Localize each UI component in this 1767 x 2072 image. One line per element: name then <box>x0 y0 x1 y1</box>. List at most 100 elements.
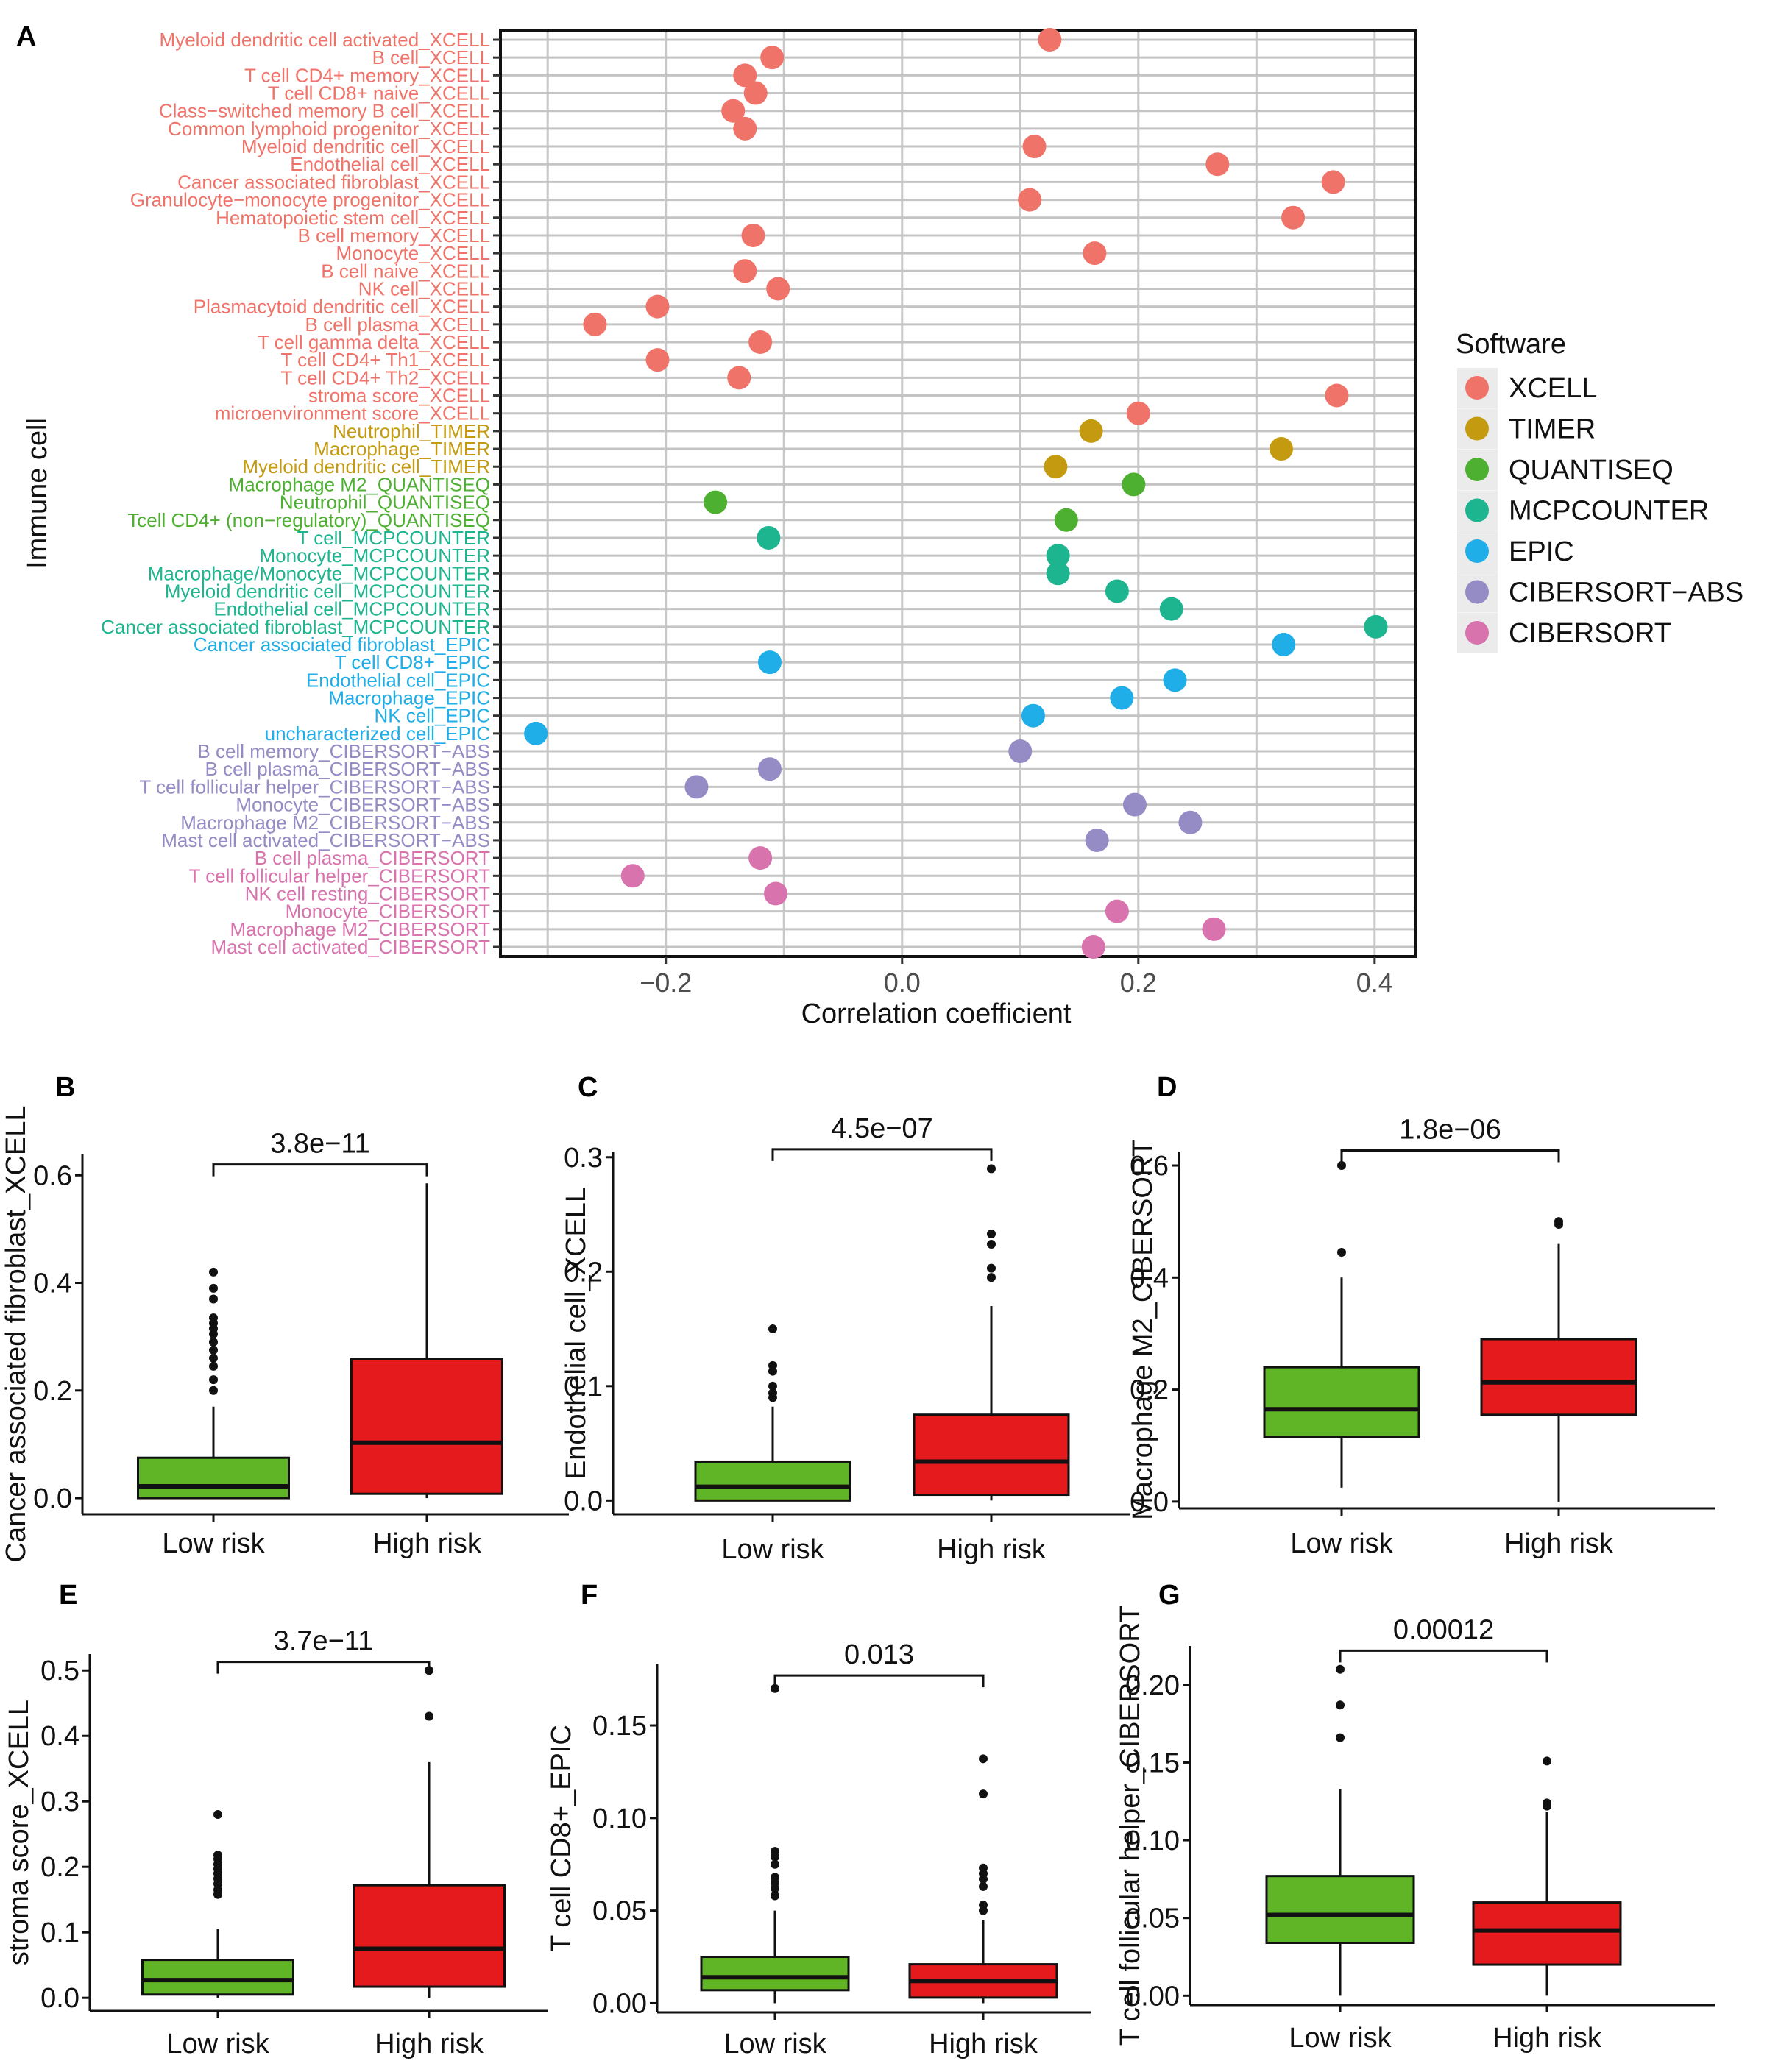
legend: Software XCELL TIMER QUANTISEQ MCPCOUNTER EPI… <box>1456 329 1743 653</box>
y-tick-label: 0.15 <box>1125 1748 1180 1778</box>
y-axis-title: T cell follicular helper_CIBERSORT <box>1115 1606 1146 2046</box>
y-tick-label: Neutrophil_TIMER <box>333 420 490 442</box>
y-tick-label: Endothelial cell_MCPCOUNTER <box>213 598 490 620</box>
outlier-point <box>979 1881 988 1891</box>
y-tick-label: 0.4 <box>33 1269 72 1299</box>
y-axis-title: Immune cell <box>22 418 53 569</box>
legend-label: XCELL <box>1509 373 1597 404</box>
box-iqr <box>353 1884 506 1988</box>
data-point <box>1364 614 1388 639</box>
y-tick-label: T cell CD4+ Th1_XCELL <box>281 349 490 371</box>
data-point <box>748 846 773 870</box>
data-point <box>733 116 757 141</box>
legend-label: MCPCOUNTER <box>1509 496 1709 527</box>
data-point <box>757 650 782 675</box>
y-tick-label: Myeloid dendritic cell_XCELL <box>241 135 490 157</box>
legend-swatch <box>1465 580 1489 604</box>
outlier-point <box>768 1324 777 1334</box>
y-tick-label: Monocyte_XCELL <box>336 242 490 264</box>
y-tick-label: 0.2 <box>564 1257 603 1288</box>
data-point <box>1270 437 1294 461</box>
data-point <box>1018 188 1042 212</box>
panel-letter-a: A <box>16 21 36 52</box>
data-point <box>733 259 757 283</box>
data-point <box>1022 135 1047 159</box>
outlier-point <box>1337 1248 1346 1257</box>
box-group <box>141 1810 294 1998</box>
legend-label: EPIC <box>1509 536 1574 567</box>
panel-f-box-plot: F 0.00 0.05 0.10 0.15 T cell CD8+_EPIC Low ris… <box>546 1580 1091 2059</box>
data-point <box>760 46 785 70</box>
y-tick-label: 0.10 <box>592 1803 647 1834</box>
y-tick-label: B cell plasma_CIBERSORT <box>255 847 490 869</box>
data-point <box>1083 241 1107 266</box>
data-point <box>1178 810 1203 834</box>
p-value-label: 0.013 <box>844 1639 914 1670</box>
y-tick-label: Macrophage M2_CIBERSORT−ABS <box>180 812 490 834</box>
y-tick-label: 0.3 <box>564 1143 603 1174</box>
box-group <box>137 1267 290 1500</box>
y-tick-label: 0.2 <box>33 1376 72 1407</box>
outlier-point <box>768 1366 777 1376</box>
legend-label: TIMER <box>1509 414 1596 445</box>
data-point <box>757 525 781 550</box>
p-value-label: 1.8e−06 <box>1399 1114 1501 1145</box>
y-tick-label: Macrophage_EPIC <box>328 687 490 709</box>
legend-label: CIBERSORT <box>1509 618 1671 649</box>
panel-a-dot-plot: A Myeloid dendritic cell activated_XCELLB… <box>16 21 1743 1029</box>
y-tick-label: 0.4 <box>40 1721 79 1752</box>
significance-bracket <box>216 1661 431 1674</box>
panel-letter: E <box>59 1580 77 1611</box>
significance-bracket <box>771 1148 993 1161</box>
y-tick-label: T cell CD4+ Th2_XCELL <box>281 366 490 388</box>
panel-letter: G <box>1158 1580 1180 1611</box>
y-tick-label: 0.00 <box>1125 1981 1180 2012</box>
outlier-point <box>209 1267 218 1277</box>
outlier-point <box>1336 1700 1345 1710</box>
data-point <box>1105 579 1129 603</box>
y-tick-label: B cell naive_XCELL <box>321 260 490 282</box>
y-tick-label: 0.0 <box>564 1486 603 1516</box>
y-tick-label: 0.1 <box>564 1372 603 1402</box>
data-point <box>733 63 757 88</box>
p-value-label: 4.5e−07 <box>831 1113 932 1144</box>
y-tick-label: Monocyte_CIBERSORT <box>286 901 491 923</box>
y-tick-label: Myeloid dendritic cell_MCPCOUNTER <box>165 580 490 602</box>
data-point <box>1054 508 1078 532</box>
y-tick-label: Tcell CD4+ (non−regulatory)_QUANTISEQ <box>127 509 490 531</box>
x-tick-label: Low risk <box>1290 1528 1393 1559</box>
y-tick-label: NK cell resting_CIBERSORT <box>245 882 490 904</box>
data-point <box>1110 686 1134 710</box>
y-tick-label: 0.10 <box>1125 1826 1180 1856</box>
x-axis-title: Correlation coefficient <box>801 998 1072 1029</box>
outlier-point <box>771 1891 779 1901</box>
y-tick-label: NK cell_XCELL <box>358 277 490 299</box>
y-tick-label: 0.5 <box>40 1656 79 1686</box>
legend-swatch <box>1465 416 1489 441</box>
data-point <box>524 721 548 745</box>
legend-label: CIBERSORT−ABS <box>1509 578 1743 609</box>
x-tick-label: 0.2 <box>1120 968 1157 998</box>
y-tick-label: Neutrophil_QUANTISEQ <box>280 492 490 514</box>
y-tick-label: Cancer associated fibroblast_XCELL <box>177 171 490 193</box>
panel-c-box-plot: C 0.0 0.1 0.2 0.3 Endothelial cell_XCELL Low r… <box>561 1072 1130 1565</box>
outlier-point <box>1336 1664 1345 1674</box>
y-tick-label: Cancer associated fibroblast_EPIC <box>194 634 490 656</box>
y-tick-label: 0.05 <box>1125 1904 1180 1934</box>
box-group <box>1265 1664 1415 1996</box>
y-tick-label: 0.6 <box>33 1160 72 1191</box>
x-tick-label: High risk <box>937 1534 1047 1565</box>
data-point <box>1159 597 1183 621</box>
outlier-point <box>987 1263 996 1273</box>
data-point <box>1281 205 1306 230</box>
y-tick-label: Monocyte_MCPCOUNTER <box>259 544 490 567</box>
data-point <box>1321 170 1345 194</box>
data-point <box>721 99 746 123</box>
data-point <box>620 864 645 888</box>
y-tick-label: T cell CD8+_EPIC <box>335 651 490 673</box>
x-tick-label: High risk <box>372 1528 482 1559</box>
y-axis-title: Macrophage M2_CIBERSORT <box>1127 1140 1158 1520</box>
x-tick-label: Low risk <box>166 2029 269 2059</box>
